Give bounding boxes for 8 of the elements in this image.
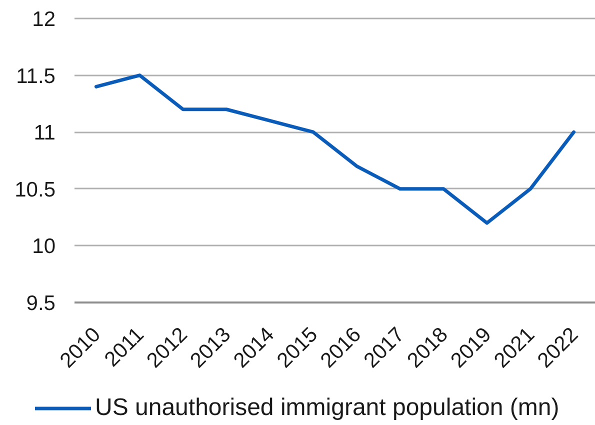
y-tick-label: 10.5 <box>14 178 56 202</box>
y-tick-label: 10 <box>32 235 56 258</box>
y-tick-label: 11.5 <box>16 64 56 88</box>
y-tick-label: 11 <box>34 122 56 145</box>
line-series <box>94 74 576 225</box>
legend-label: US unauthorised immigrant population (mn) <box>95 394 560 422</box>
y-tick-label: 12 <box>32 8 56 31</box>
y-tick-label: 9.5 <box>26 292 56 315</box>
